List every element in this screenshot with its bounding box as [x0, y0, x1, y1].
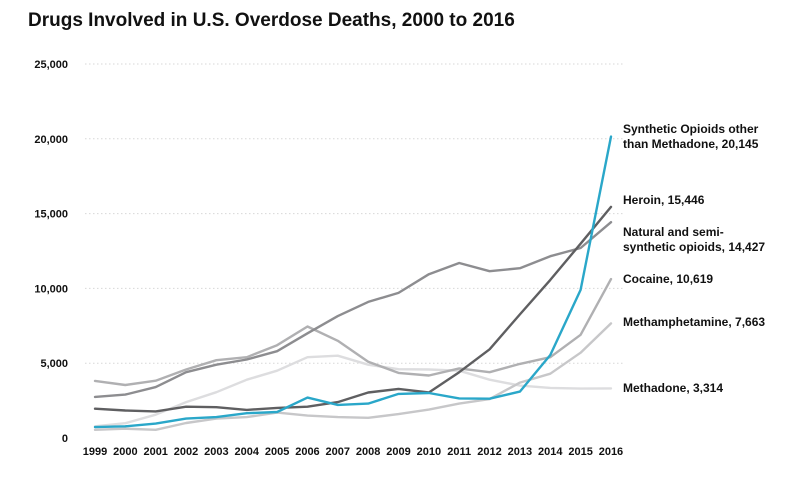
x-tick-label: 2006 [295, 446, 319, 458]
series-end-label: Synthetic Opioids other than Methadone, 2… [623, 122, 759, 151]
x-tick-label: 2009 [386, 446, 410, 458]
series-line [93, 135, 613, 429]
x-tick-label: 2013 [508, 446, 532, 458]
x-tick-label: 2005 [265, 446, 289, 458]
chart-title: Drugs Involved in U.S. Overdose Deaths, … [28, 10, 515, 31]
series-end-label: Methamphetamine, 7,663 [623, 315, 765, 329]
series-end-label: Heroin, 15,446 [623, 193, 705, 207]
y-tick-label: 25,000 [34, 59, 68, 71]
x-axis: 1999 2000 2001 2002 2003 2004 2005 2006 2007 2008… [83, 446, 623, 458]
series-end-label: Cocaine, 10,619 [623, 272, 713, 286]
series-line [93, 277, 613, 387]
x-tick-label: 2002 [174, 446, 198, 458]
x-tick-label: 2000 [113, 446, 137, 458]
y-tick-label: 5,000 [40, 358, 68, 370]
x-tick-label: 2003 [204, 446, 228, 458]
x-tick-label: 2014 [538, 446, 563, 458]
x-tick-label: 2012 [477, 446, 501, 458]
y-tick-label: 0 [62, 433, 68, 445]
series-line [93, 220, 613, 399]
x-tick-label: 2015 [568, 446, 592, 458]
x-tick-label: 1999 [83, 446, 107, 458]
series-end-labels: Synthetic Opioids other than Methadone, 2… [623, 122, 765, 395]
y-tick-label: 15,000 [34, 209, 68, 221]
series-line [93, 354, 613, 428]
x-tick-label: 2011 [447, 446, 471, 458]
x-tick-label: 2010 [417, 446, 441, 458]
series-lines [93, 135, 613, 431]
x-tick-label: 2016 [599, 446, 623, 458]
y-axis: 0 5,000 10,000 15,000 20,000 25,000 [34, 59, 68, 445]
y-tick-label: 20,000 [34, 134, 68, 146]
x-tick-label: 2001 [143, 446, 167, 458]
y-tick-label: 10,000 [34, 283, 68, 295]
x-tick-label: 2007 [326, 446, 350, 458]
series-end-label: Natural and semi-synthetic opioids, 14,4… [623, 225, 765, 254]
series-line [93, 205, 613, 413]
series-end-label: Methadone, 3,314 [623, 381, 723, 395]
gridlines [85, 63, 625, 364]
x-tick-label: 2004 [235, 446, 260, 458]
x-tick-label: 2008 [356, 446, 380, 458]
series-line [93, 322, 613, 431]
